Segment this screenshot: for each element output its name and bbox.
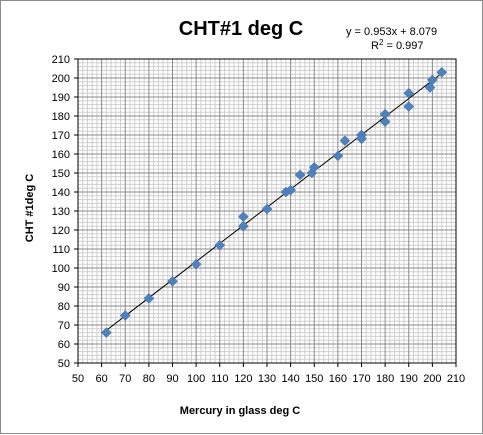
y-tick-label: 70 <box>58 320 70 332</box>
y-tick-label: 50 <box>58 358 70 370</box>
x-tick-label: 190 <box>400 373 418 385</box>
data-point <box>119 310 131 321</box>
data-point <box>143 293 155 304</box>
x-tick-label: 90 <box>166 373 178 385</box>
data-point <box>214 239 226 251</box>
y-tick-label: 210 <box>52 54 70 66</box>
data-point <box>339 135 351 147</box>
y-tick-label: 130 <box>52 206 70 218</box>
trendline-equation: y = 0.953x + 8.079 <box>346 26 437 38</box>
data-point <box>403 101 415 112</box>
data-point <box>356 133 367 145</box>
x-tick-label: 130 <box>258 373 276 385</box>
x-tick-label: 140 <box>281 373 299 385</box>
y-tick-label: 140 <box>52 187 70 199</box>
y-axis-label: CHT #1deg C <box>24 174 36 243</box>
data-point <box>436 66 448 78</box>
data-point <box>294 169 306 181</box>
x-tick-label: 150 <box>305 373 323 385</box>
x-tick-label: 210 <box>447 373 465 385</box>
y-tick-label: 160 <box>52 149 70 161</box>
data-point <box>238 220 249 232</box>
data-point <box>238 211 249 223</box>
x-axis-label: Mercury in glass deg C <box>180 405 300 417</box>
x-tick-label: 110 <box>211 373 229 385</box>
data-point <box>427 74 438 86</box>
data-point <box>332 150 344 162</box>
x-tick-label: 70 <box>119 373 131 385</box>
y-tick-label: 190 <box>52 92 70 104</box>
y-tick-label: 110 <box>52 244 70 256</box>
x-tick-label: 100 <box>187 373 205 385</box>
y-tick-label: 170 <box>52 130 70 142</box>
x-tick-label: 200 <box>423 373 441 385</box>
y-tick-label: 60 <box>58 339 70 351</box>
data-point <box>167 275 178 287</box>
x-tick-label: 60 <box>96 373 108 385</box>
x-axis-ticks: 50 60 70 80 90 100 110 120 130 140 150 160 170 180 190… <box>72 363 465 385</box>
x-tick-label: 180 <box>376 373 394 385</box>
data-point <box>379 116 391 128</box>
x-tick-label: 160 <box>329 373 347 385</box>
y-tick-label: 80 <box>58 301 70 313</box>
y-tick-label: 90 <box>58 282 70 294</box>
data-point <box>308 161 320 173</box>
y-tick-label: 100 <box>52 263 70 275</box>
data-point <box>261 203 273 215</box>
data-point <box>190 258 202 270</box>
y-tick-label: 180 <box>52 111 70 123</box>
y-axis-ticks: 50 60 70 80 90 100 110 120 130 140 150 160 170 180 190… <box>52 54 78 370</box>
data-points <box>100 66 448 338</box>
x-tick-label: 80 <box>143 373 155 385</box>
data-point <box>285 184 296 196</box>
data-point <box>403 87 415 99</box>
r-squared-label: R2 = 0.997 <box>371 38 423 52</box>
y-tick-label: 200 <box>52 73 70 85</box>
x-tick-label: 170 <box>352 373 370 385</box>
x-tick-label: 120 <box>234 373 252 385</box>
chart-title: CHT#1 deg C <box>179 18 303 40</box>
data-point <box>100 327 112 338</box>
y-tick-label: 150 <box>52 168 70 180</box>
y-tick-label: 120 <box>52 225 70 237</box>
x-tick-label: 50 <box>72 373 84 385</box>
